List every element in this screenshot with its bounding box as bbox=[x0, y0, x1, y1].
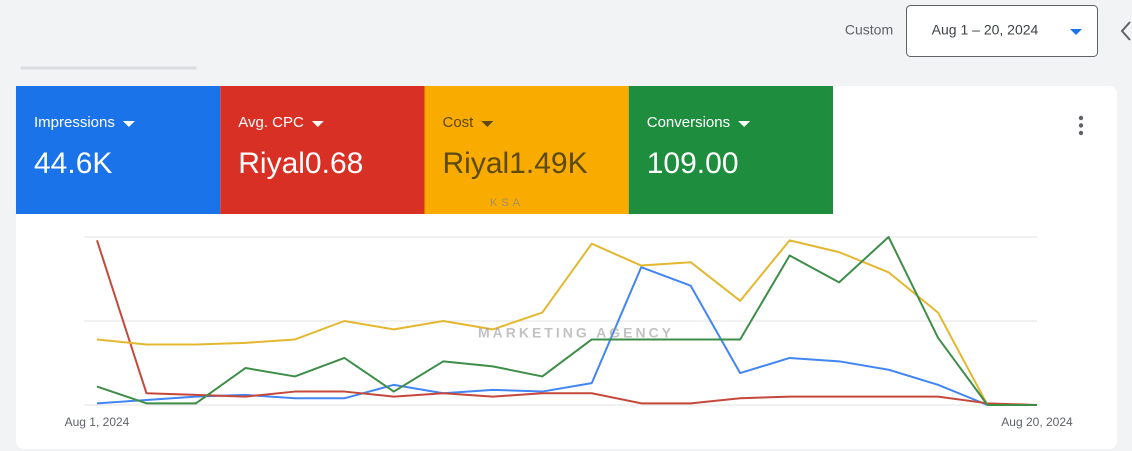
series-line bbox=[96, 239, 1037, 406]
metric-dropdown bbox=[481, 121, 494, 127]
metric-total: 109.00 bbox=[647, 147, 739, 180]
prev-button[interactable] bbox=[1120, 21, 1131, 41]
metric-tile[interactable] bbox=[220, 86, 425, 214]
x-tick-label: Aug 1, 2024 bbox=[65, 415, 130, 429]
metric-tile[interactable] bbox=[16, 86, 221, 214]
more-menu[interactable] bbox=[1078, 115, 1084, 136]
metric-total: Riyal0.68 bbox=[238, 147, 363, 180]
metric-dropdown bbox=[311, 121, 324, 127]
x-tick-label: Aug 20, 2024 bbox=[1001, 415, 1073, 429]
series-line bbox=[96, 236, 1037, 406]
range-label: Custom bbox=[845, 22, 893, 38]
date-picker[interactable] bbox=[906, 5, 1098, 57]
series-line bbox=[96, 240, 1038, 406]
date-range[interactable]: Aug 1 – 20, 2024 bbox=[932, 22, 1039, 38]
metric-total: 44.6K bbox=[34, 147, 112, 180]
metric-tile[interactable] bbox=[628, 86, 833, 214]
metric-total: Riyal1.49K bbox=[443, 147, 588, 180]
metric-name: Cost bbox=[443, 114, 475, 131]
metric-dropdown bbox=[738, 121, 751, 127]
metric-name: Avg. CPC bbox=[238, 114, 304, 131]
metric-name: Conversions bbox=[647, 114, 730, 131]
plot: Aug 1, 2024 Aug 20, 2024 bbox=[65, 236, 1073, 429]
metric-dropdown bbox=[122, 121, 135, 127]
watermark-top: KSA bbox=[490, 197, 524, 209]
metric-tile[interactable] bbox=[424, 86, 629, 214]
dropdown-arrow[interactable] bbox=[1070, 29, 1082, 35]
metric-name: Impressions bbox=[34, 114, 115, 131]
metric-tiles: Impressions 44.6K Avg. CPC Riyal0.68 Cost Riy… bbox=[16, 86, 833, 214]
watermark-bottom: MARKETING AGENCY bbox=[478, 325, 674, 341]
